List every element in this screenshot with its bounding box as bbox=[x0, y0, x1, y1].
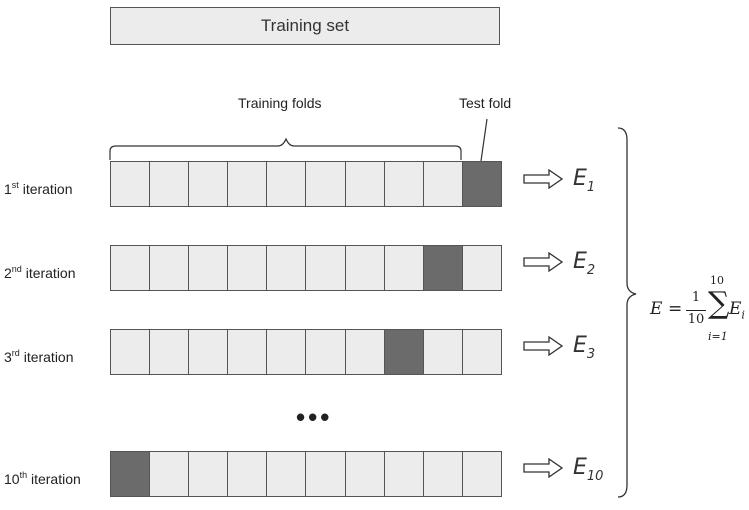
training-fold-cell bbox=[267, 330, 307, 374]
training-fold-cell bbox=[345, 452, 385, 496]
fold-row-3 bbox=[110, 329, 502, 375]
formula-lhs: E bbox=[650, 299, 663, 319]
training-fold-cell bbox=[111, 246, 151, 290]
arrow-icon bbox=[523, 458, 563, 478]
test-fold-cell bbox=[111, 452, 151, 496]
ellipsis: ••• bbox=[296, 402, 333, 432]
fold-row-1 bbox=[110, 161, 502, 207]
training-fold-cell bbox=[384, 246, 424, 290]
error-label-3: E3 bbox=[573, 333, 596, 362]
training-fold-cell bbox=[306, 246, 346, 290]
training-fold-cell bbox=[150, 162, 190, 206]
iteration-label-10: 10th iteration bbox=[4, 470, 81, 487]
error-label-1: E1 bbox=[573, 166, 596, 195]
average-error-formula: E = 1 10 10 ∑ i=1 Ei bbox=[650, 268, 745, 358]
training-fold-cell bbox=[189, 330, 229, 374]
fold-row-10 bbox=[110, 451, 502, 497]
test-fold-cell bbox=[462, 162, 501, 206]
training-folds-label: Training folds bbox=[238, 95, 322, 111]
formula-denominator: 10 bbox=[687, 312, 705, 327]
training-fold-cell bbox=[384, 162, 424, 206]
training-fold-cell bbox=[306, 330, 346, 374]
training-fold-cell bbox=[111, 330, 151, 374]
training-fold-cell bbox=[345, 330, 385, 374]
formula-term: Ei bbox=[729, 299, 745, 322]
formula-numerator: 1 bbox=[691, 290, 701, 305]
training-fold-cell bbox=[267, 246, 307, 290]
training-folds-brace bbox=[109, 137, 462, 160]
error-label-10: E10 bbox=[573, 455, 604, 484]
training-fold-cell bbox=[384, 452, 424, 496]
formula-sum-upper: 10 bbox=[710, 274, 724, 287]
training-fold-cell bbox=[423, 452, 463, 496]
iterations-brace bbox=[617, 127, 637, 498]
training-fold-cell bbox=[462, 246, 501, 290]
training-fold-cell bbox=[150, 246, 190, 290]
formula-sigma: ∑ bbox=[708, 286, 730, 321]
test-fold-pointer bbox=[480, 118, 488, 162]
training-fold-cell bbox=[345, 162, 385, 206]
training-fold-cell bbox=[306, 452, 346, 496]
training-fold-cell bbox=[189, 452, 229, 496]
iteration-label-1: 1st iteration bbox=[4, 180, 73, 197]
fold-row-2 bbox=[110, 245, 502, 291]
training-set-label: Training set bbox=[260, 16, 350, 35]
test-fold-cell bbox=[384, 330, 424, 374]
training-fold-cell bbox=[150, 330, 190, 374]
iteration-label-2: 2nd iteration bbox=[4, 264, 76, 281]
training-fold-cell bbox=[189, 162, 229, 206]
arrow-icon bbox=[523, 336, 563, 356]
training-fold-cell bbox=[462, 330, 501, 374]
error-label-2: E2 bbox=[573, 249, 596, 278]
training-fold-cell bbox=[306, 162, 346, 206]
training-fold-cell bbox=[267, 162, 307, 206]
training-fold-cell bbox=[462, 452, 501, 496]
training-fold-cell bbox=[267, 452, 307, 496]
training-fold-cell bbox=[228, 162, 268, 206]
training-fold-cell bbox=[150, 452, 190, 496]
formula-sum-lower: i=1 bbox=[708, 330, 728, 343]
training-fold-cell bbox=[228, 246, 268, 290]
training-fold-cell bbox=[189, 246, 229, 290]
training-fold-cell bbox=[111, 162, 151, 206]
training-fold-cell bbox=[423, 330, 463, 374]
training-fold-cell bbox=[228, 452, 268, 496]
formula-fraction-bar bbox=[686, 310, 706, 311]
training-fold-cell bbox=[423, 162, 463, 206]
training-fold-cell bbox=[228, 330, 268, 374]
iteration-label-3: 3rd iteration bbox=[4, 348, 74, 365]
test-fold-cell bbox=[423, 246, 463, 290]
test-fold-label: Test fold bbox=[459, 95, 512, 111]
arrow-icon bbox=[523, 252, 563, 272]
training-set-box: Training set bbox=[110, 7, 500, 45]
training-fold-cell bbox=[345, 246, 385, 290]
arrow-icon bbox=[523, 169, 563, 189]
formula-equals: = bbox=[668, 299, 683, 319]
